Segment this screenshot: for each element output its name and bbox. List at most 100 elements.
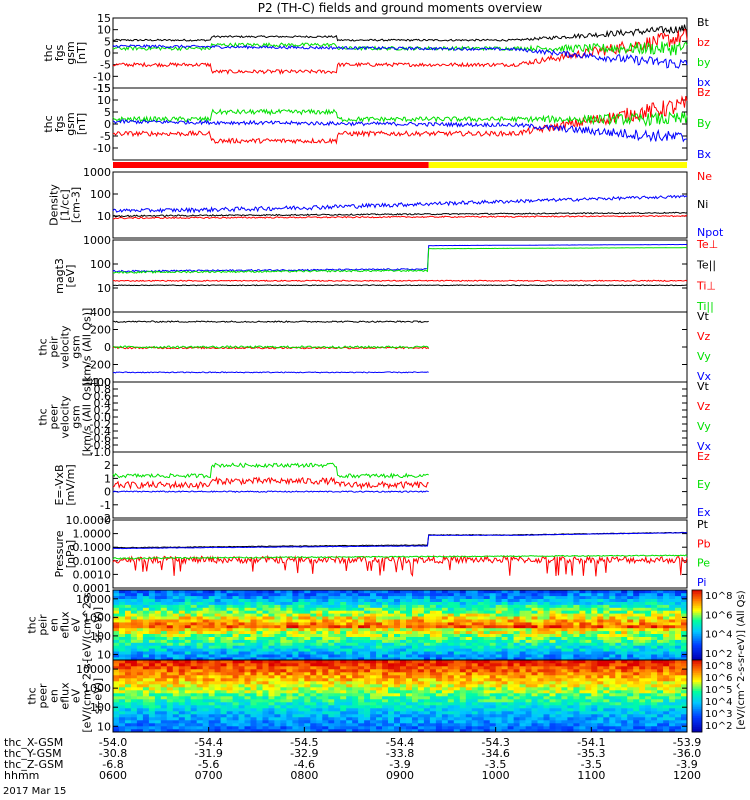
heatmap-cell: [394, 651, 401, 655]
heatmap-cell: [250, 633, 257, 637]
heatmap-cell: [657, 696, 664, 700]
heatmap-cell: [597, 711, 604, 715]
heatmap-cell: [119, 669, 126, 673]
heatmap-cell: [310, 616, 317, 620]
heatmap-cell: [268, 726, 275, 730]
heatmap-cell: [453, 723, 461, 727]
heatmap-cell: [220, 607, 227, 611]
heatmap-cell: [579, 684, 586, 688]
heatmap-cell: [543, 595, 550, 599]
heatmap-cell: [525, 595, 532, 599]
heatmap-cell: [394, 630, 401, 634]
heatmap-cell: [280, 590, 287, 594]
heatmap-cell: [543, 645, 550, 649]
heatmap-cell: [298, 687, 305, 691]
heatmap-cell: [465, 639, 473, 643]
heatmap-cell: [125, 613, 132, 617]
heatmap-cell: [447, 684, 455, 688]
heatmap-cell: [615, 663, 622, 667]
heatmap-cell: [316, 660, 323, 664]
heatmap-cell: [429, 639, 437, 643]
heatmap-cell: [214, 684, 221, 688]
heatmap-cell: [645, 648, 652, 652]
heatmap-cell: [561, 648, 568, 652]
heatmap-cell: [423, 717, 431, 721]
colorbar-segment: [692, 604, 702, 607]
heatmap-cell: [184, 693, 192, 697]
heatmap-cell: [244, 690, 251, 694]
heatmap-cell: [615, 622, 622, 626]
heatmap-cell: [346, 717, 353, 721]
xtick-label: -54.0: [99, 736, 127, 749]
heatmap-cell: [340, 702, 347, 706]
heatmap-cell: [238, 642, 245, 646]
heatmap-cell: [244, 651, 251, 655]
heatmap-cell: [376, 645, 383, 649]
heatmap-cell: [501, 657, 508, 661]
heatmap-cell: [525, 625, 532, 629]
heatmap-cell: [148, 592, 156, 597]
heatmap-cell: [125, 639, 132, 643]
heatmap-cell: [388, 613, 395, 617]
heatmap-cell: [352, 613, 359, 617]
heatmap-cell: [406, 714, 413, 718]
colorbar-segment: [692, 715, 702, 718]
heatmap-cell: [639, 642, 646, 646]
heatmap-cell: [394, 619, 401, 623]
heatmap-cell: [495, 672, 502, 676]
heatmap-cell: [495, 639, 502, 643]
heatmap-cell: [489, 699, 496, 703]
heatmap-cell: [429, 633, 437, 637]
heatmap-cell: [166, 610, 174, 614]
heatmap-cell: [119, 684, 126, 688]
heatmap-cell: [286, 642, 293, 646]
heatmap-cell: [681, 723, 688, 727]
heatmap-cell: [657, 590, 664, 594]
heatmap-cell: [675, 598, 682, 602]
heatmap-cell: [615, 610, 622, 614]
heatmap-cell: [441, 590, 449, 594]
heatmap-cell: [495, 663, 502, 667]
heatmap-cell: [459, 607, 467, 611]
heatmap-cell: [154, 633, 162, 637]
heatmap-cell: [591, 601, 598, 605]
heatmap-cell: [651, 699, 658, 703]
heatmap-cell: [292, 726, 299, 730]
heatmap-cell: [435, 729, 443, 733]
ez-line: [112, 476, 429, 490]
heatmap-cell: [172, 622, 180, 626]
heatmap-cell: [256, 723, 263, 727]
heatmap-cell: [274, 592, 281, 597]
heatmap-cell: [603, 595, 610, 599]
heatmap-cell: [119, 639, 126, 643]
heatmap-cell: [268, 622, 275, 626]
heatmap-cell: [633, 666, 640, 670]
heatmap-cell: [567, 702, 574, 706]
heatmap-cell: [423, 681, 431, 685]
heatmap-cell: [537, 636, 544, 640]
heatmap-cell: [495, 590, 502, 594]
ytick-label: 0: [104, 341, 111, 354]
heatmap-cell: [274, 675, 281, 679]
heatmap-cell: [268, 702, 275, 706]
heatmap-cell: [214, 693, 221, 697]
heatmap-cell: [250, 642, 257, 646]
heatmap-cell: [328, 702, 335, 706]
heatmap-cell: [166, 726, 174, 730]
heatmap-cell: [232, 687, 239, 691]
heatmap-cell: [651, 702, 658, 706]
heatmap-cell: [567, 613, 574, 617]
heatmap-cell: [274, 590, 281, 594]
heatmap-cell: [675, 657, 682, 661]
heatmap-cell: [453, 592, 461, 597]
heatmap-cell: [585, 590, 592, 594]
heatmap-cell: [615, 604, 622, 608]
heatmap-cell: [238, 690, 245, 694]
heatmap-cell: [537, 627, 544, 632]
heatmap-cell: [441, 598, 449, 602]
heatmap-cell: [238, 708, 245, 712]
heatmap-cell: [537, 619, 544, 623]
heatmap-cell: [633, 610, 640, 614]
heatmap-cell: [119, 645, 126, 649]
heatmap-cell: [364, 714, 371, 718]
